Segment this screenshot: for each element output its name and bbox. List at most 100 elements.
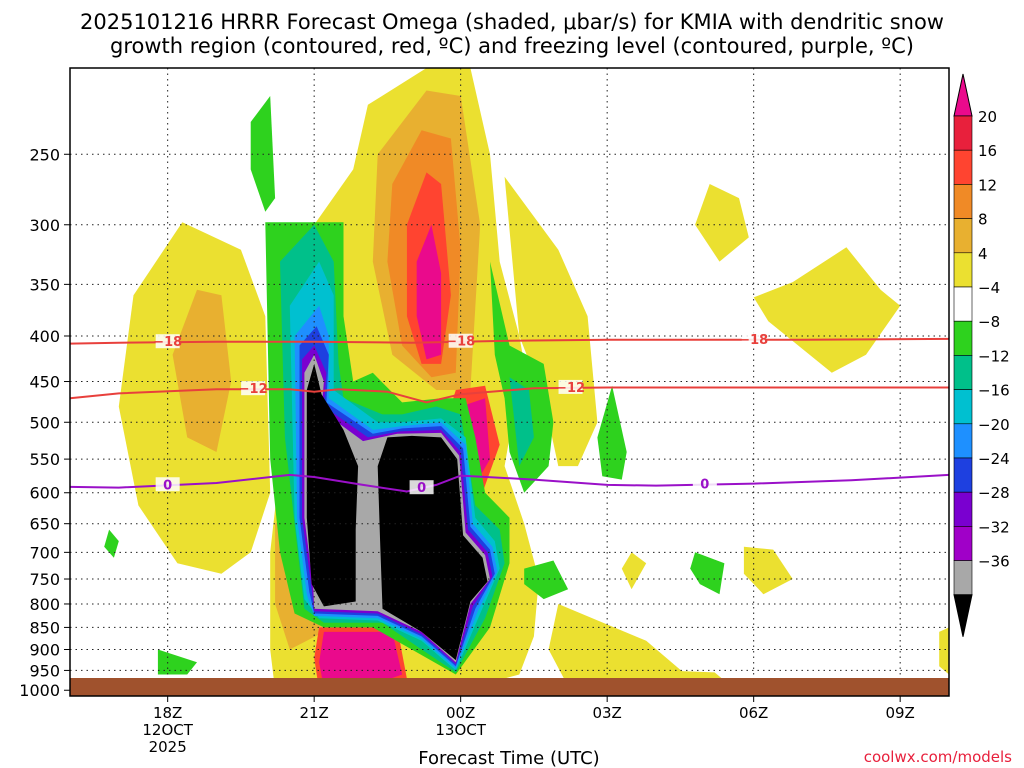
colorbar-swatch-5	[953, 286, 973, 322]
chart-title-line2: growth region (contoured, red, ºC) and f…	[110, 34, 914, 58]
colorbar-label-2: 12	[978, 176, 997, 194]
x-tick-label-24-0: 00Z	[446, 704, 475, 722]
omega-region-10	[641, 669, 725, 681]
contour-label-0-0: −18	[153, 335, 182, 350]
colorbar-top-arrow	[953, 73, 973, 117]
y-tick-label-900: 900	[29, 641, 60, 660]
chart-title-line1: 2025101216 HRRR Forecast Omega (shaded, …	[80, 10, 944, 34]
colorbar-swatch-0	[953, 115, 973, 151]
contour-label-bg-1-1	[558, 379, 583, 394]
omega-region-5	[695, 184, 749, 262]
colorbar-label-10: −24	[978, 450, 1010, 468]
y-tick-label-550: 550	[29, 450, 60, 469]
colorbar-label-12: −32	[978, 518, 1010, 536]
contour-label-1-1: −12	[556, 381, 585, 396]
x-tick-label-18-0: 18Z	[153, 704, 182, 722]
y-tick-label-450: 450	[29, 373, 60, 392]
grid	[70, 68, 949, 696]
colorbar-swatch-8	[953, 389, 973, 425]
colorbar-swatch-9	[953, 423, 973, 459]
y-tick-label-300: 300	[29, 216, 60, 235]
x-tick-label-27-0: 03Z	[592, 704, 621, 722]
colorbar-swatch-4	[953, 252, 973, 288]
x-tick-label-30-0: 06Z	[739, 704, 768, 722]
contour-line-1	[69, 386, 949, 404]
y-tick-label-250: 250	[29, 145, 60, 164]
omega-shading	[104, 68, 949, 691]
y-tick-label-800: 800	[29, 595, 60, 614]
colorbar-label-13: −36	[978, 553, 1010, 571]
x-tick-label-21-0: 21Z	[299, 704, 328, 722]
omega-region-28	[104, 529, 119, 558]
x-axis-label: Forecast Time (UTC)	[418, 748, 599, 768]
colorbar-swatch-7	[953, 355, 973, 390]
y-tick-label-700: 700	[29, 543, 60, 562]
colorbar-label-3: 8	[978, 211, 988, 229]
y-axis-ticks: 250 300 350 400 450 500 550 600 650 700 750 800 850 9…	[19, 145, 70, 700]
contour-label-0-1: −18	[446, 335, 475, 350]
colorbar-label-7: −12	[978, 347, 1010, 365]
omega-region-9	[743, 546, 793, 595]
y-tick-label-500: 500	[29, 413, 60, 432]
credit-link[interactable]: coolwx.com/models	[864, 748, 1012, 766]
colorbar-label-11: −28	[978, 484, 1010, 502]
contour-label-2-1: 0	[417, 481, 426, 496]
omega-region-31	[509, 377, 534, 467]
contour-label-1-0: −12	[239, 382, 268, 397]
contour-label-bg-0-0	[155, 334, 180, 349]
colorbar-swatch-3	[953, 218, 973, 254]
colorbar: 20 16 12 8 4 −4 −8 −12 −16 −20 −24 −28 −32 −36	[953, 73, 1010, 637]
omega-region-7	[553, 295, 573, 452]
contour-label-bg-2-2	[692, 476, 717, 491]
colorbar-swatch-10	[953, 457, 973, 493]
colorbar-label-0: 20	[978, 108, 997, 126]
terrain-bar	[70, 678, 949, 696]
colorbar-swatch-6	[953, 320, 973, 356]
colorbar-label-6: −8	[978, 313, 1000, 331]
x-tick-label-18-2: 2025	[149, 738, 187, 756]
colorbar-swatch-1	[953, 149, 973, 185]
omega-region-21	[319, 631, 403, 689]
contour-label-0-2: −18	[739, 333, 768, 348]
contour-label-bg-2-1	[409, 480, 434, 495]
y-tick-label-1000: 1000	[19, 681, 60, 700]
x-tick-label-24-1: 13OCT	[435, 721, 486, 739]
colorbar-swatch-12	[953, 526, 973, 561]
colorbar-label-8: −16	[978, 382, 1010, 400]
contour-label-bg-1-0	[241, 381, 266, 396]
colorbar-swatch-13	[953, 560, 973, 596]
colorbar-label-4: 4	[978, 245, 988, 263]
contour-line-2	[69, 473, 950, 493]
colorbar-label-9: −20	[978, 416, 1010, 434]
contour-label-bg-0-2	[741, 331, 766, 346]
omega-region-26	[690, 552, 725, 595]
y-tick-label-750: 750	[29, 570, 60, 589]
colorbar-swatch-2	[953, 184, 973, 219]
colorbar-swatch-11	[953, 491, 973, 527]
omega-region-24	[490, 261, 554, 493]
x-tick-label-18-1: 12OCT	[142, 721, 193, 739]
omega-region-27	[524, 560, 569, 600]
colorbar-label-5: −4	[978, 279, 1000, 297]
omega-region-11	[939, 627, 949, 675]
contour-label-2-0: 0	[163, 478, 172, 493]
y-tick-label-650: 650	[29, 515, 60, 534]
temperature-contours: −18 −18 −18 −12 −12 0 0 0	[69, 331, 950, 496]
contour-label-bg-0-1	[448, 333, 473, 348]
y-tick-label-600: 600	[29, 484, 60, 503]
omega-region-4	[548, 604, 696, 691]
x-tick-label-33-0: 09Z	[885, 704, 914, 722]
omega-region-8	[621, 552, 647, 590]
y-tick-label-950: 950	[29, 661, 60, 680]
omega-region-15	[416, 224, 442, 360]
y-tick-label-350: 350	[29, 275, 60, 294]
contour-label-bg-2-0	[155, 477, 180, 492]
contour-label-2-2: 0	[700, 478, 709, 493]
omega-region-6	[753, 247, 901, 373]
colorbar-bottom-arrow	[953, 594, 973, 637]
omega-region-37	[306, 363, 359, 607]
omega-region-25	[597, 385, 627, 480]
omega-region-1	[172, 289, 232, 452]
